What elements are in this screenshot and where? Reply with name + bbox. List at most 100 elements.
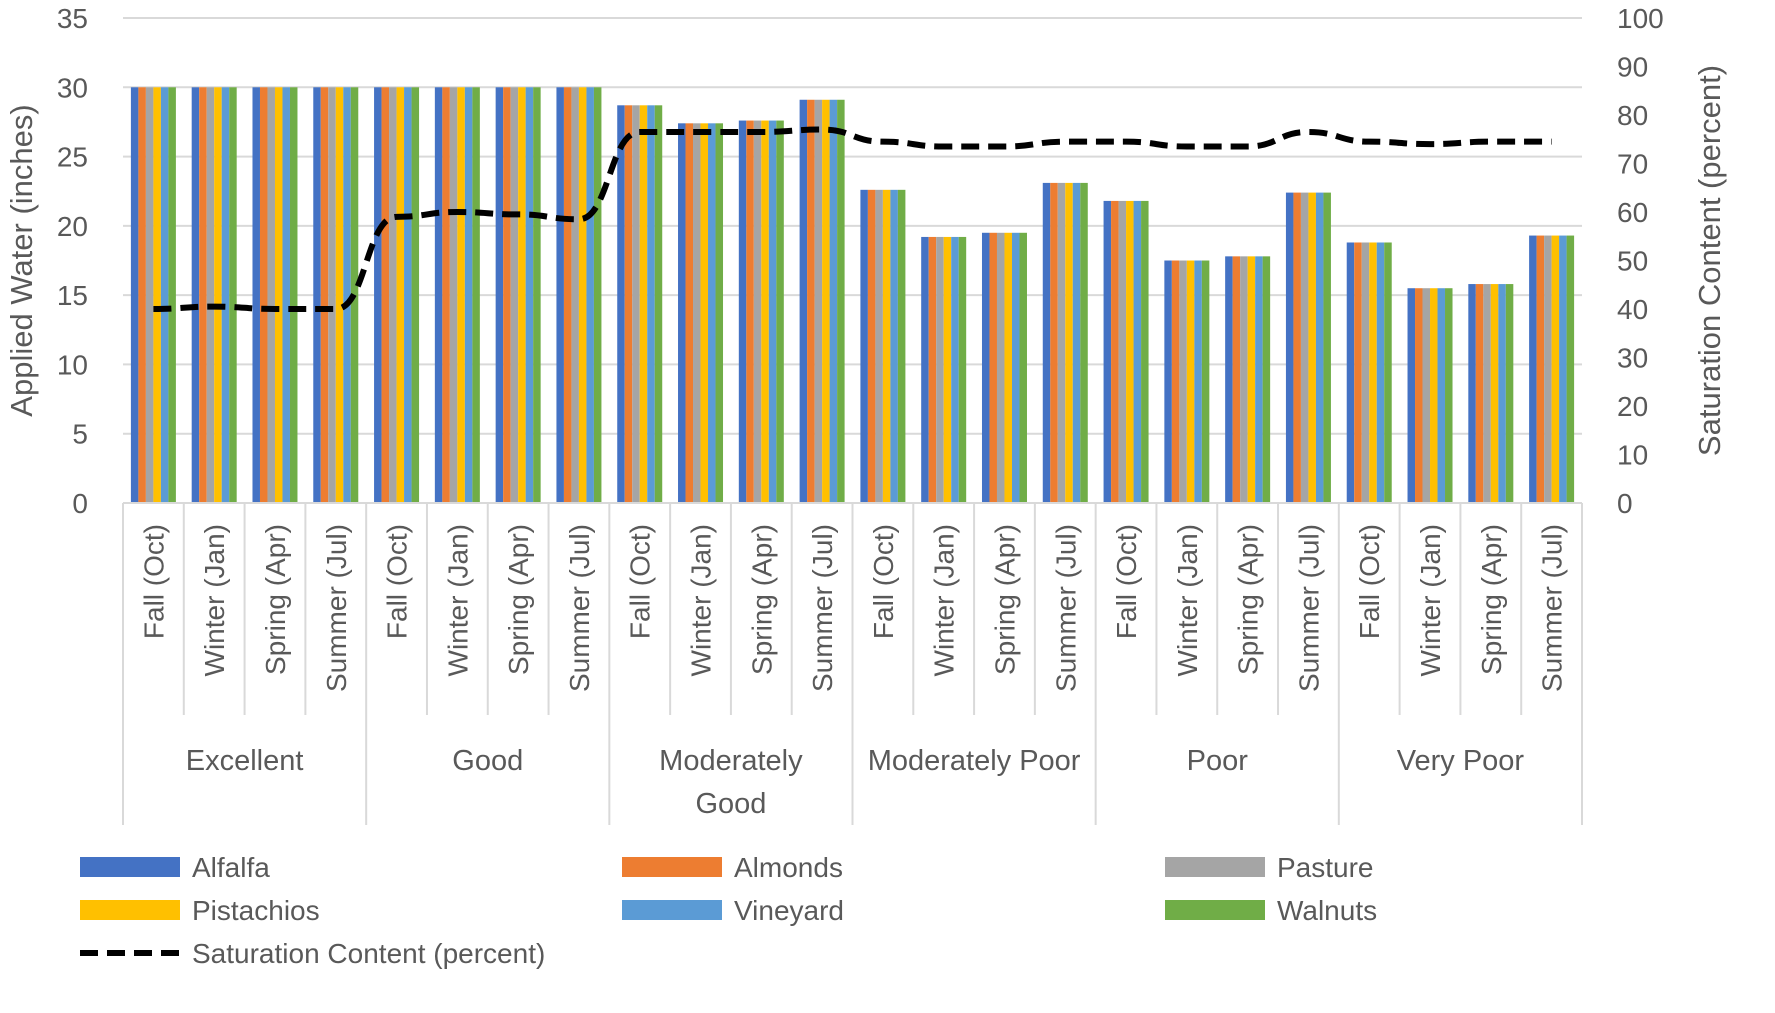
season-tick-label: Winter (Jan) <box>686 524 717 676</box>
bar-walnuts <box>837 99 845 503</box>
legend-label: Almonds <box>734 852 843 883</box>
season-tick-label: Winter (Jan) <box>1415 524 1446 676</box>
bar-walnuts <box>958 236 967 503</box>
bar-vineyard <box>951 236 959 503</box>
bar-pasture <box>1483 284 1491 503</box>
y2-tick-label: 80 <box>1617 100 1648 131</box>
bar-pasture <box>1057 182 1066 503</box>
y2-tick-label: 90 <box>1617 52 1648 83</box>
season-tick-label: Summer (Jul) <box>1293 524 1324 692</box>
y2-tick-label: 40 <box>1617 294 1648 325</box>
bar-vineyard <box>1437 288 1446 503</box>
bar-pistachios <box>274 87 283 504</box>
season-tick-label: Spring (Apr) <box>746 524 777 675</box>
bar-pasture <box>571 87 579 504</box>
bar-pasture <box>1544 235 1552 504</box>
bar-walnuts <box>1262 256 1271 503</box>
bar-pistachios <box>761 120 769 504</box>
bar-alfalfa <box>1225 256 1233 503</box>
bar-alfalfa <box>130 87 139 504</box>
season-tick-label: Summer (Jul) <box>807 524 838 692</box>
bar-alfalfa <box>434 87 443 504</box>
season-tick-label: Summer (Jul) <box>1537 524 1568 692</box>
bar-pistachios <box>396 87 405 504</box>
bar-vineyard <box>160 87 169 504</box>
group-label: Good <box>695 788 766 820</box>
bar-alfalfa <box>738 120 747 504</box>
bar-vineyard <box>221 87 230 504</box>
bar-almonds <box>259 87 268 504</box>
season-tick-label: Summer (Jul) <box>321 524 352 692</box>
bar-vineyard <box>1376 242 1385 503</box>
bar-pasture <box>1422 288 1431 503</box>
bar-walnuts <box>289 87 298 504</box>
bar-pistachios <box>943 236 952 503</box>
bar-alfalfa <box>617 105 625 504</box>
bar-alfalfa <box>981 232 990 504</box>
y2-tick-label: 0 <box>1617 488 1633 519</box>
legend-swatch-alfalfa <box>80 857 180 877</box>
bar-walnuts <box>593 87 602 504</box>
bar-almonds <box>381 87 390 504</box>
bar-almonds <box>1536 235 1545 504</box>
bar-pistachios <box>1551 235 1560 504</box>
bar-pasture <box>145 87 154 504</box>
bar-pasture <box>936 236 944 503</box>
bar-pistachios <box>1490 284 1499 503</box>
bar-vineyard <box>1315 192 1324 503</box>
y2-tick-label: 50 <box>1617 246 1648 277</box>
bar-alfalfa <box>860 189 868 504</box>
bar-vineyard <box>1133 200 1142 503</box>
bar-walnuts <box>1505 284 1514 503</box>
bar-alfalfa <box>495 87 504 504</box>
bar-vineyard <box>708 123 716 504</box>
bar-pasture <box>875 189 883 504</box>
bar-walnuts <box>1566 235 1575 504</box>
bar-walnuts <box>472 87 480 504</box>
bar-pasture <box>753 120 762 504</box>
bar-alfalfa <box>1164 260 1172 503</box>
group-label: Moderately Poor <box>868 745 1081 777</box>
bar-pistachios <box>1186 260 1195 503</box>
bar-almonds <box>138 87 146 504</box>
group-label: Very Poor <box>1397 745 1525 777</box>
bar-walnuts <box>715 123 724 504</box>
bar-vineyard <box>1559 235 1567 504</box>
bar-vineyard <box>829 99 838 503</box>
y-tick-label: 20 <box>57 211 88 242</box>
bar-pasture <box>449 87 458 504</box>
bar-pistachios <box>1247 256 1256 503</box>
bar-walnuts <box>1080 182 1088 503</box>
bar-vineyard <box>1255 256 1263 503</box>
bar-alfalfa <box>313 87 321 504</box>
y-tick-label: 10 <box>57 349 88 380</box>
bar-almonds <box>685 123 694 504</box>
bar-pasture <box>693 123 701 504</box>
bar-walnuts <box>897 189 906 504</box>
bar-vineyard <box>647 105 655 504</box>
season-tick-label: Winter (Jan) <box>199 524 230 676</box>
bar-pistachios <box>1430 288 1438 503</box>
season-tick-label: Winter (Jan) <box>929 524 960 676</box>
y-tick-label: 0 <box>72 488 88 519</box>
bar-almonds <box>746 120 754 504</box>
bar-pistachios <box>457 87 465 504</box>
legend-swatch-walnuts <box>1165 900 1265 920</box>
bar-alfalfa <box>191 87 200 504</box>
season-tick-label: Spring (Apr) <box>989 524 1020 675</box>
season-tick-label: Winter (Jan) <box>442 524 473 676</box>
bar-pistachios <box>882 189 891 504</box>
bar-alfalfa <box>1407 288 1416 503</box>
bar-pasture <box>328 87 336 504</box>
bar-almonds <box>807 99 815 503</box>
bar-pasture <box>632 105 640 504</box>
bar-walnuts <box>168 87 176 504</box>
bar-pasture <box>1240 256 1248 503</box>
legend-label: Pasture <box>1277 852 1374 883</box>
y-axis-title: Applied Water (inches) <box>4 104 39 416</box>
bar-vineyard <box>282 87 290 504</box>
bar-pasture <box>510 87 519 504</box>
bar-almonds <box>199 87 207 504</box>
bar-almonds <box>320 87 329 504</box>
